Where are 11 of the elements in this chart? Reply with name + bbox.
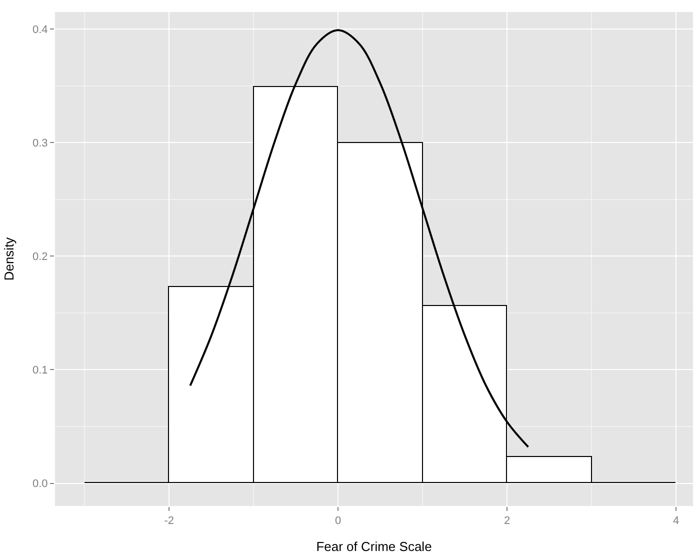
x-tick-label: 2 xyxy=(504,515,510,528)
x-tick-label: 0 xyxy=(335,515,342,528)
y-tick-label: 0.2 xyxy=(32,251,48,264)
x-tick-label: -2 xyxy=(164,515,174,528)
y-tick-label: 0.3 xyxy=(32,137,48,150)
y-tick-label: 0.0 xyxy=(32,478,48,490)
y-axis-title: Density xyxy=(1,236,16,281)
x-axis-title: Fear of Crime Scale xyxy=(316,538,432,554)
y-tick-label: 0.1 xyxy=(32,364,48,377)
y-tick-label: 0.4 xyxy=(32,24,48,36)
x-tick-label: 4 xyxy=(673,515,680,528)
